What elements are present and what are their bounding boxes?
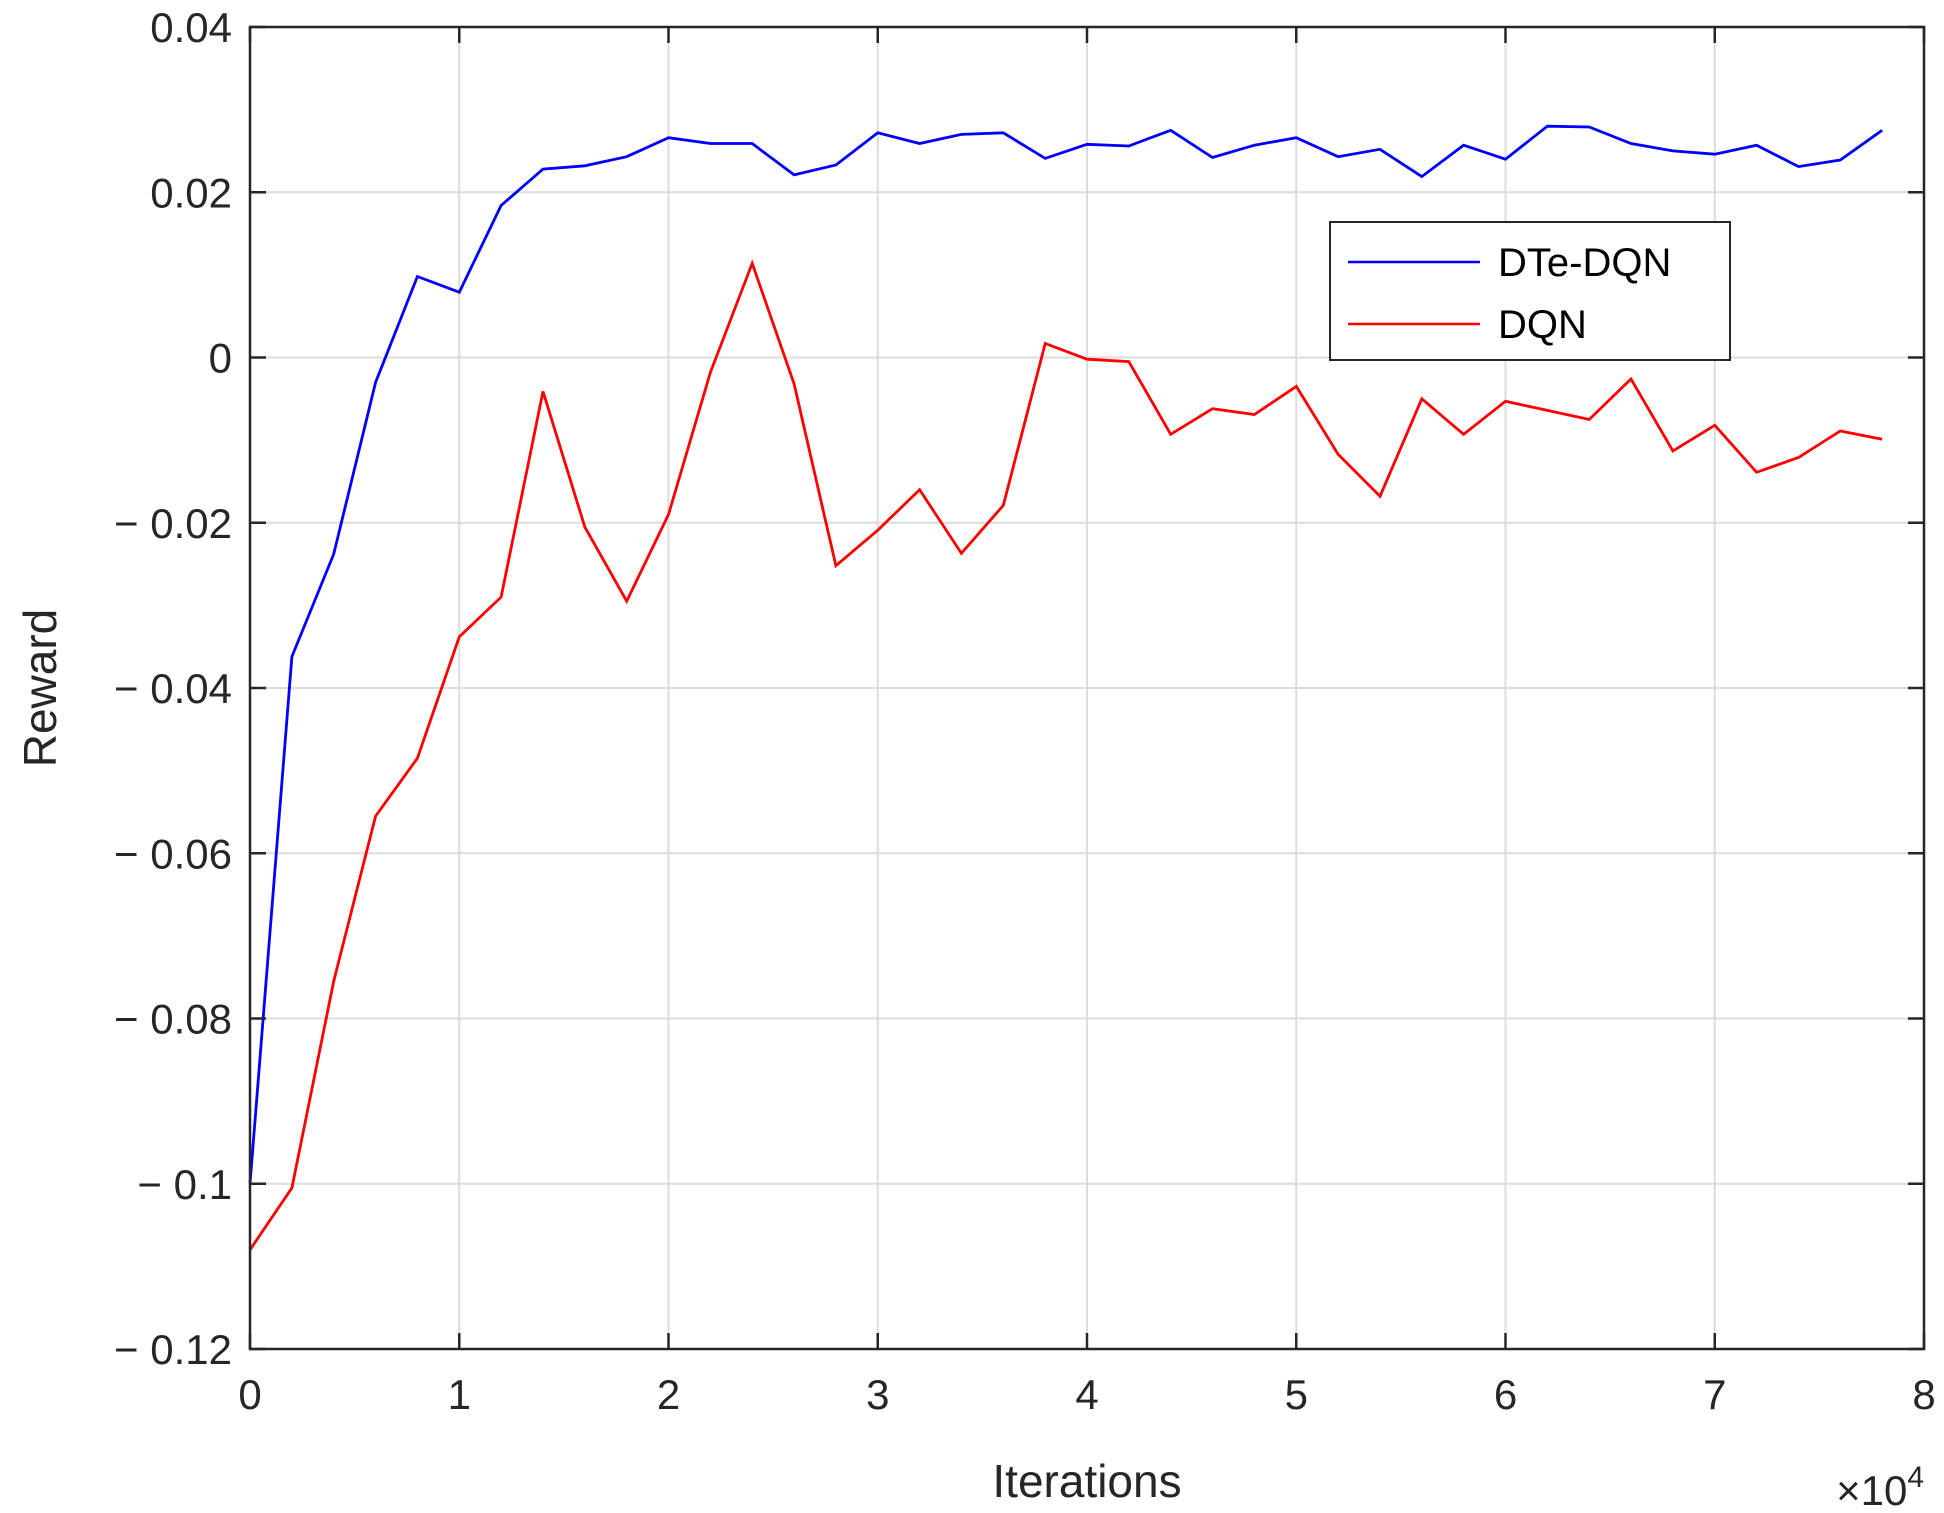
y-tick-label: − 0.1 bbox=[137, 1161, 232, 1208]
axis-ticks bbox=[248, 25, 1926, 1351]
y-tick-label: 0.04 bbox=[150, 4, 232, 51]
y-tick-label: − 0.12 bbox=[114, 1326, 232, 1373]
x-tick-label: 8 bbox=[1912, 1371, 1935, 1418]
x-tick-label: 7 bbox=[1703, 1371, 1726, 1418]
y-tick-label: − 0.02 bbox=[114, 500, 232, 547]
x-tick-label: 2 bbox=[657, 1371, 680, 1418]
x-tick-label: 0 bbox=[238, 1371, 261, 1418]
y-tick-label: 0 bbox=[209, 335, 232, 382]
y-tick-label: − 0.08 bbox=[114, 996, 232, 1043]
y-tick-label: 0.02 bbox=[150, 169, 232, 216]
x-exponent-power: 4 bbox=[1907, 1461, 1924, 1494]
legend: DTe-DQN DQN bbox=[1329, 221, 1731, 361]
series-line-dqn bbox=[248, 259, 1883, 1251]
y-tick-label: − 0.04 bbox=[114, 665, 232, 712]
series-line-dte-dqn bbox=[248, 124, 1883, 1184]
x-exponent-base: ×10 bbox=[1836, 1467, 1907, 1513]
y-tick-labels: 0.04 0.02 0 − 0.02 − 0.04 − 0.06 − 0.08 − 0.1 − … bbox=[114, 4, 232, 1373]
x-axis-exponent-label: ×104 bbox=[1836, 1461, 1924, 1513]
legend-label-dte-dqn: DTe-DQN bbox=[1498, 241, 1671, 285]
x-tick-label: 6 bbox=[1494, 1371, 1517, 1418]
x-axis-title: Iterations bbox=[992, 1455, 1181, 1507]
x-tick-label: 5 bbox=[1285, 1371, 1308, 1418]
data-series bbox=[248, 124, 1883, 1251]
y-axis-title: Reward bbox=[14, 609, 66, 768]
x-tick-label: 3 bbox=[866, 1371, 889, 1418]
legend-label-dqn: DQN bbox=[1498, 303, 1587, 347]
x-tick-label: 1 bbox=[448, 1371, 471, 1418]
y-tick-label: − 0.06 bbox=[114, 830, 232, 877]
x-tick-labels: 0 1 2 3 4 5 6 7 8 bbox=[238, 1371, 1935, 1418]
x-tick-label: 4 bbox=[1075, 1371, 1098, 1418]
legend-box bbox=[1329, 221, 1731, 361]
